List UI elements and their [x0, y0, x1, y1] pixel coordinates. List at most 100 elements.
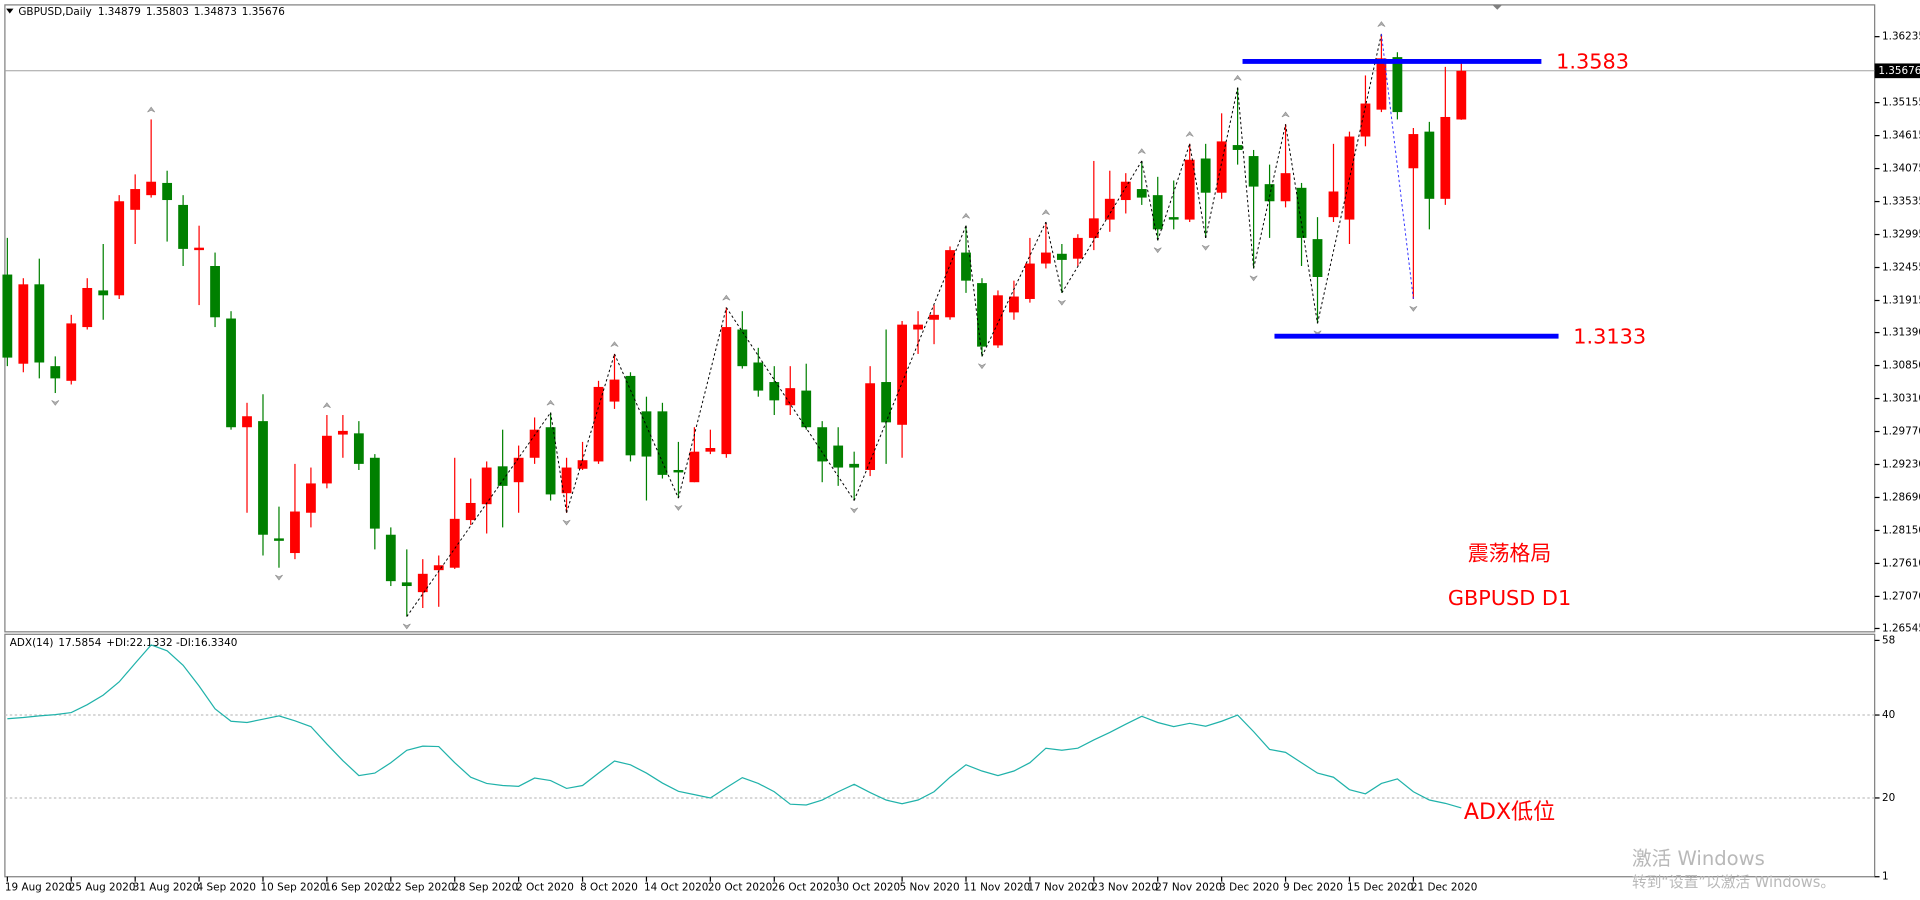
y-tick-label: 1.29230 [1882, 458, 1920, 470]
header-open: 1.34879 [98, 6, 141, 18]
symbol: GBPUSD,Daily [18, 6, 91, 18]
candle-body [753, 362, 764, 391]
annotation: GBPUSD D1 [1448, 586, 1571, 610]
header-low: 1.34873 [194, 6, 237, 18]
x-tick-label: 28 Sep 2020 [452, 882, 518, 894]
zigzag-segment [1317, 33, 1382, 324]
candle-body [2, 274, 13, 358]
level-label: 1.3583 [1556, 50, 1629, 74]
candle-body [1025, 263, 1035, 299]
candle-body [993, 295, 1003, 346]
x-tick-label: 3 Dec 2020 [1219, 882, 1279, 894]
y-tick-label: 40 [1882, 709, 1895, 721]
candle-body [1136, 189, 1147, 198]
adx-line [7, 644, 1462, 809]
pivot-arrow [722, 294, 731, 301]
candle-body [945, 250, 955, 318]
candle-body [449, 518, 460, 568]
header-close: 1.35676 [242, 6, 285, 18]
pivot-arrow [1153, 247, 1162, 254]
candle-body [865, 383, 876, 470]
zigzag-segment [566, 353, 615, 513]
zigzag-segment [406, 412, 551, 617]
x-tick-label: 11 Nov 2020 [964, 882, 1031, 894]
candle-body [66, 323, 77, 381]
candle-body [1440, 116, 1451, 199]
adx-current: 17.5854 [58, 637, 101, 649]
candle-body [769, 382, 780, 401]
candle-body [929, 314, 939, 320]
candle-body [1248, 156, 1259, 187]
candle-body [1072, 237, 1083, 259]
zigzag-segment [965, 225, 983, 357]
candle-body [737, 329, 748, 367]
candle-body [178, 204, 189, 249]
candle-body [1280, 173, 1291, 202]
candle-body [673, 469, 684, 473]
x-tick-label: 9 Dec 2020 [1283, 882, 1343, 894]
pivot-arrow [674, 505, 683, 511]
pivot-arrow [275, 574, 283, 581]
candle-body [1088, 218, 1099, 238]
x-tick-label: 5 Nov 2020 [900, 882, 960, 894]
x-tick-label: 30 Oct 2020 [836, 882, 900, 894]
y-tick-label: 1.36235 [1882, 31, 1920, 43]
pivot-arrow [1201, 244, 1210, 251]
pivot-arrow [322, 402, 331, 408]
pivot-arrow [610, 341, 619, 347]
zigzag-segment [1157, 143, 1191, 241]
candle-body [226, 318, 236, 428]
y-tick-label: 1.31915 [1882, 295, 1920, 307]
candle-body [146, 181, 157, 196]
x-tick-label: 2 Oct 2020 [516, 882, 574, 894]
header-high: 1.35803 [146, 6, 189, 18]
candle-body [385, 534, 396, 582]
zigzag-segment [1285, 124, 1318, 324]
chart-header: GBPUSD,Daily 1.34879 1.35803 1.34873 1.35676 [18, 6, 284, 18]
candle-body [913, 324, 923, 330]
candle-body [274, 538, 284, 541]
candle-body [1376, 58, 1387, 110]
pivot-arrow [1185, 131, 1194, 137]
zigzag-segment [1237, 87, 1255, 269]
candle-body [1232, 145, 1243, 150]
pivot-arrow [1249, 275, 1258, 282]
candle-body [465, 502, 476, 521]
pivot-arrow [1281, 111, 1290, 118]
y-tick-label: 1.33535 [1882, 196, 1920, 208]
candle-body [513, 457, 524, 483]
candle-body [977, 283, 987, 347]
zigzag-segment [1045, 221, 1063, 293]
candle-body [1184, 159, 1195, 220]
x-tick-label: 26 Oct 2020 [772, 882, 836, 894]
y-tick-label: 1.34075 [1882, 163, 1920, 175]
candle-body [242, 416, 252, 428]
candle-body [369, 457, 380, 529]
candle-body [1104, 198, 1115, 220]
pivot-arrow [1041, 209, 1050, 215]
current-price-label: 1.35676 [1878, 65, 1920, 77]
x-tick-label: 23 Nov 2020 [1091, 882, 1158, 894]
x-tick-label: 14 Oct 2020 [644, 882, 708, 894]
candle-body [545, 427, 556, 495]
y-tick-label: 1.35155 [1882, 97, 1920, 109]
candle-body [290, 511, 300, 554]
pivot-arrow [402, 623, 411, 630]
zigzag-segment [725, 307, 855, 501]
y-tick-label: 1.28150 [1882, 524, 1920, 536]
pivot-arrow [1057, 299, 1066, 306]
candle-body [1200, 158, 1211, 193]
y-tick-label: 1.26545 [1882, 622, 1920, 634]
candle-body [50, 366, 61, 379]
y-tick-label: 20 [1882, 792, 1895, 804]
candle-body [961, 252, 971, 281]
zigzag-segment [981, 221, 1047, 357]
candle-body [641, 411, 652, 457]
y-tick-label: 1 [1882, 871, 1889, 883]
y-tick-label: 1.27070 [1882, 590, 1920, 602]
candle-body [401, 582, 412, 587]
level-label: 1.3133 [1573, 324, 1646, 348]
pivot-arrow [978, 363, 986, 370]
candle-body [98, 290, 109, 296]
